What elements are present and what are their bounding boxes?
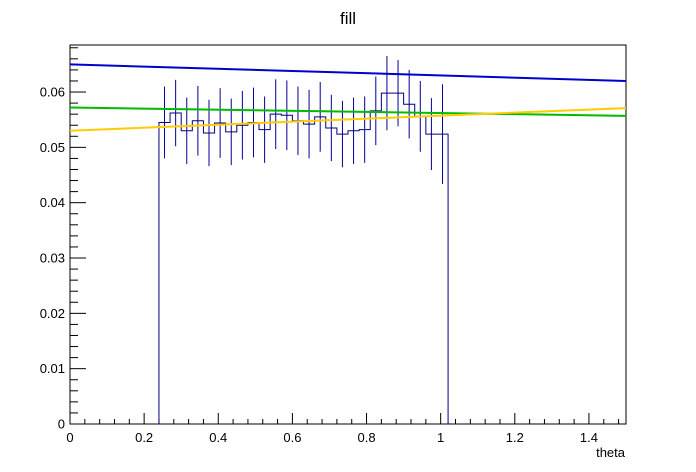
series-line [69, 107, 627, 132]
x-tick-label: 1.4 [580, 430, 598, 445]
y-tick-label: 0.02 [40, 306, 65, 321]
x-tick-label: 1 [437, 430, 444, 445]
x-tick-label: 0 [66, 430, 73, 445]
y-tick-label: 0.06 [40, 85, 65, 100]
series-line [69, 63, 627, 82]
chart-title: fill [340, 9, 356, 28]
x-tick-label: 0.2 [135, 430, 153, 445]
y-tick-label: 0.03 [40, 251, 65, 266]
y-tick-label: 0.01 [40, 361, 65, 376]
x-tick-label: 1.2 [506, 430, 524, 445]
x-tick-label: 0.4 [209, 430, 227, 445]
series-line [69, 106, 627, 117]
x-tick-label: 0.8 [357, 430, 375, 445]
plot-area: 0 0.2 0.4 0.6 0.8 1 1.2 1.4 0 0.01 0.02 0.03 0.04 0.0… [40, 44, 627, 445]
x-tick-label: 0.6 [283, 430, 301, 445]
y-tick-label: 0 [58, 417, 65, 432]
y-tick-label: 0.05 [40, 140, 65, 155]
y-tick-label: 0.04 [40, 195, 65, 210]
x-axis-label: theta [596, 445, 626, 460]
plot-frame [69, 44, 627, 425]
